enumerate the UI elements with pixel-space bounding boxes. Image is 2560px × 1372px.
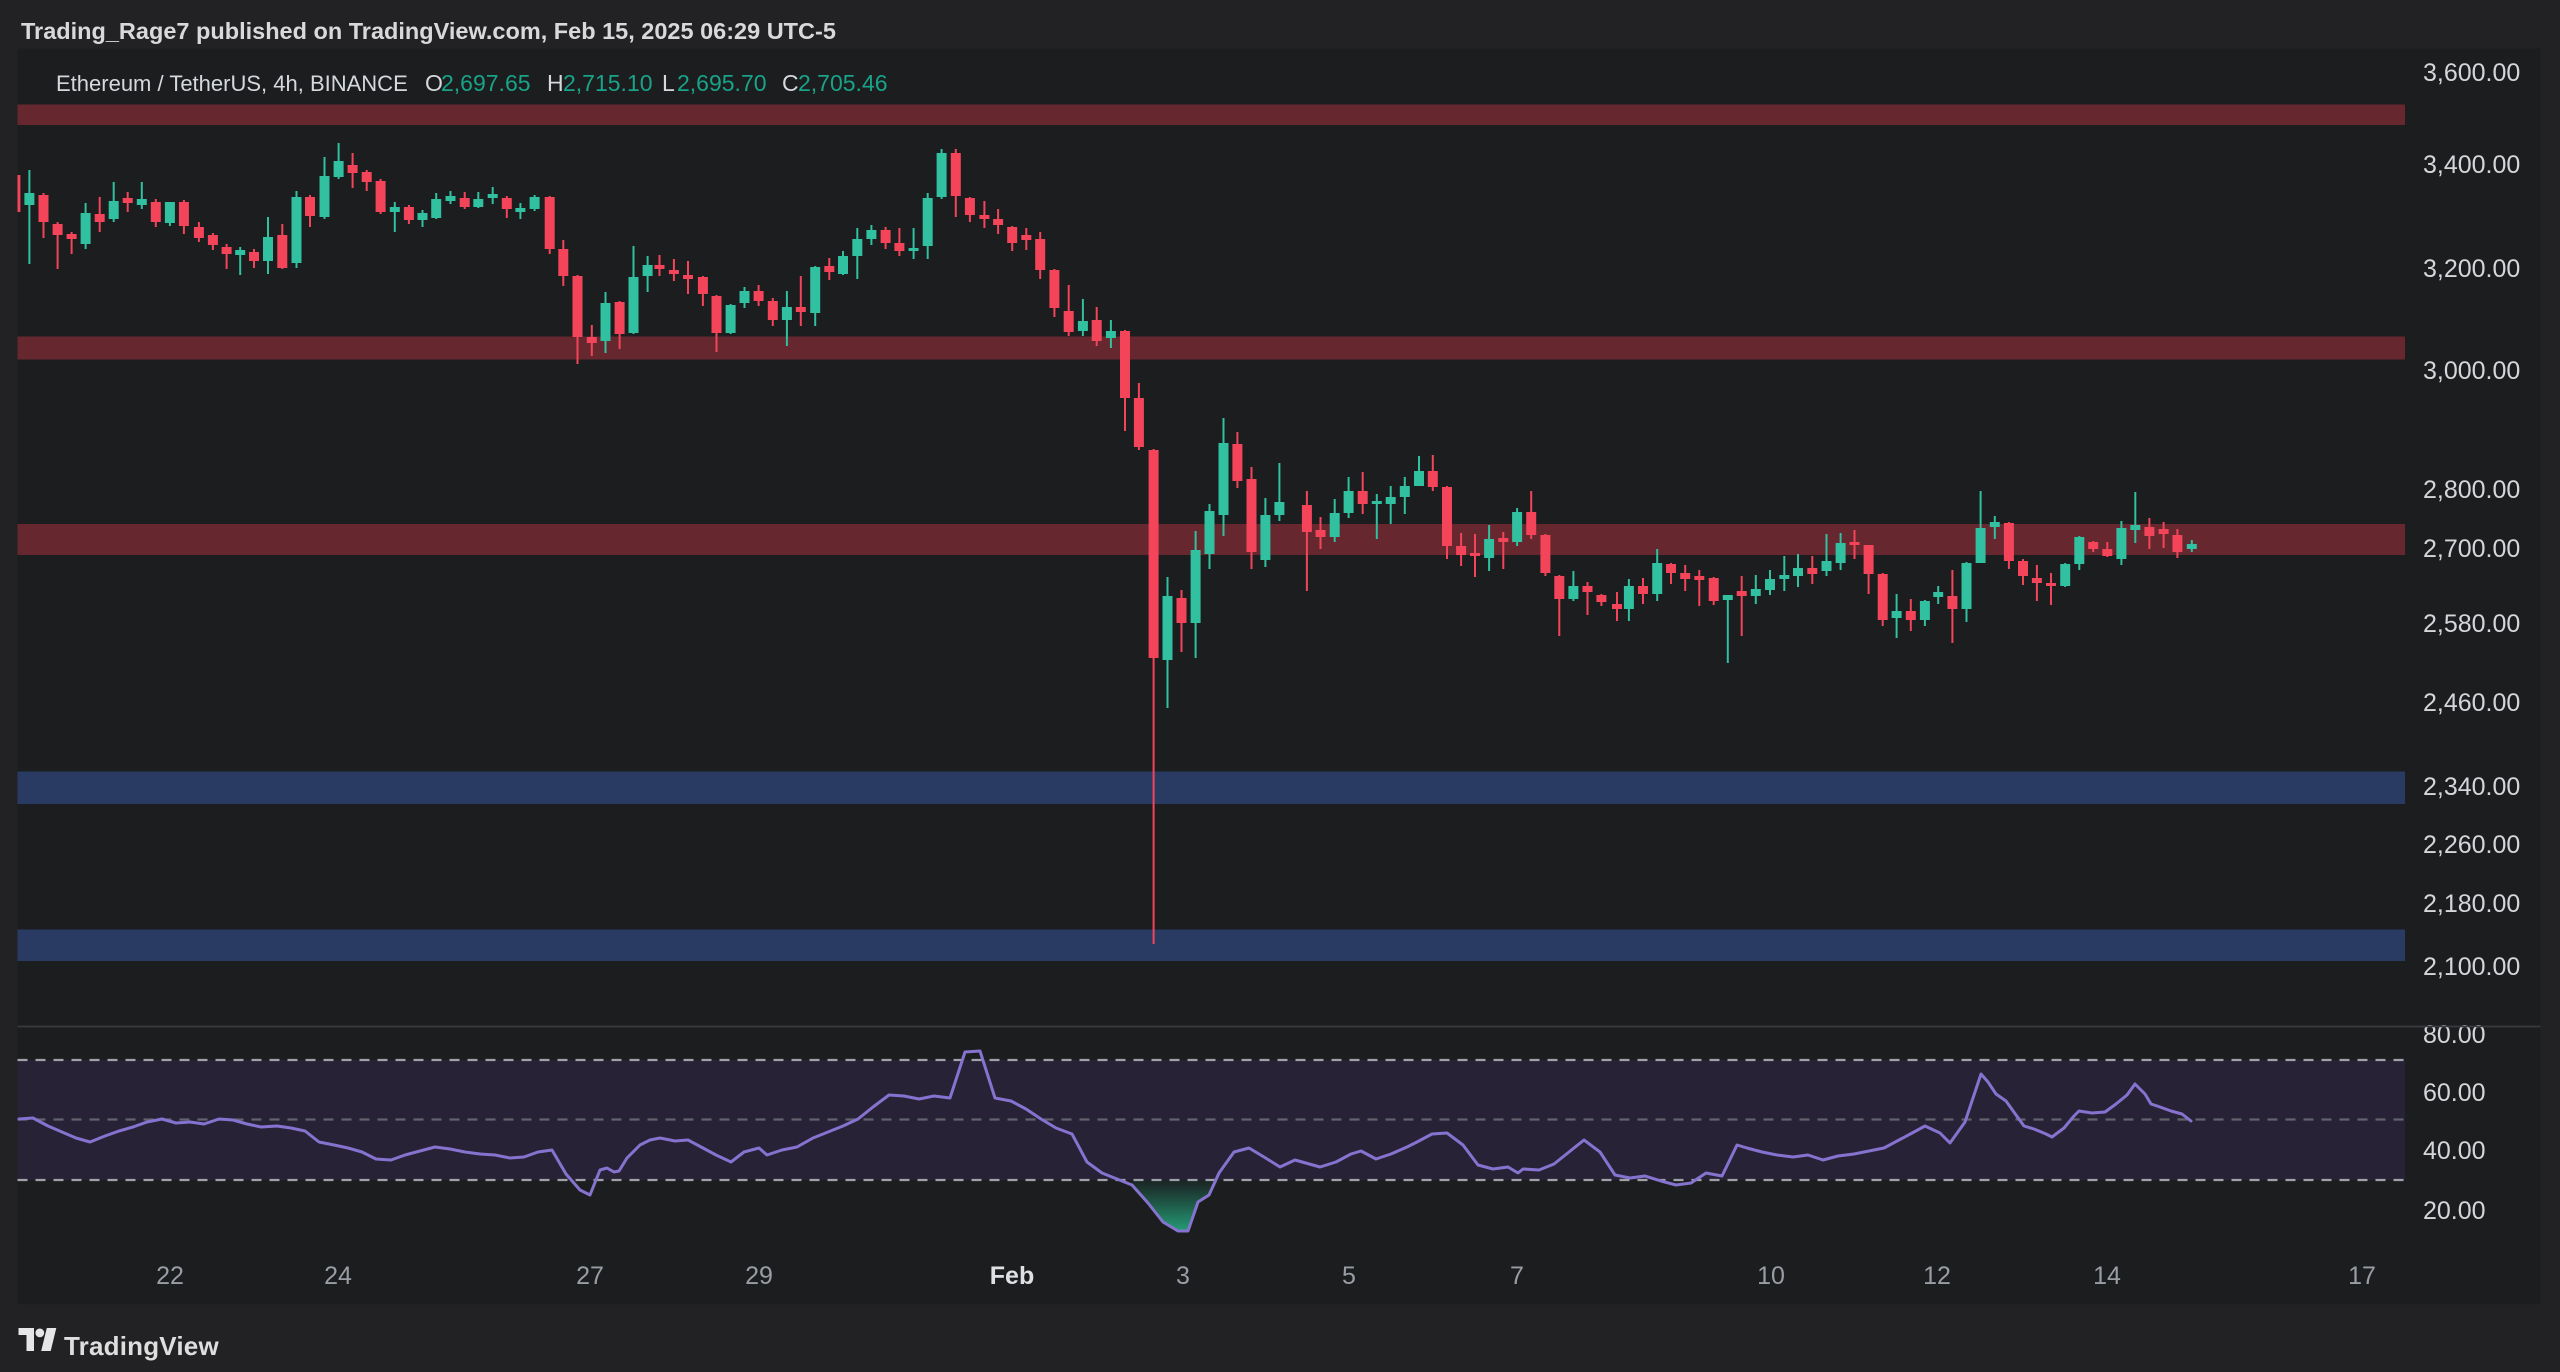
svg-text:5: 5	[1342, 1262, 1356, 1290]
svg-text:3,600.00: 3,600.00	[2423, 59, 2520, 87]
svg-text:Feb: Feb	[990, 1262, 1034, 1290]
svg-text:2,180.00: 2,180.00	[2423, 890, 2520, 918]
svg-text:20.00: 20.00	[2423, 1197, 2486, 1225]
svg-text:27: 27	[576, 1262, 604, 1290]
svg-text:29: 29	[745, 1262, 773, 1290]
svg-text:3,200.00: 3,200.00	[2423, 255, 2520, 283]
svg-text:2,260.00: 2,260.00	[2423, 831, 2520, 859]
svg-text:2,580.00: 2,580.00	[2423, 610, 2520, 638]
svg-text:2,700.00: 2,700.00	[2423, 535, 2520, 563]
svg-text:Ethereum / TetherUS, 4h, BINAN: Ethereum / TetherUS, 4h, BINANCE	[56, 71, 408, 96]
svg-text:Trading_Rage7 published on Tra: Trading_Rage7 published on TradingView.c…	[21, 18, 836, 44]
svg-text:2,715.10: 2,715.10	[563, 70, 653, 96]
svg-text:3,400.00: 3,400.00	[2423, 151, 2520, 179]
svg-text:22: 22	[156, 1262, 184, 1290]
svg-text:2,697.65: 2,697.65	[441, 70, 531, 96]
svg-text:60.00: 60.00	[2423, 1079, 2486, 1107]
svg-text:14: 14	[2093, 1262, 2121, 1290]
svg-text:40.00: 40.00	[2423, 1137, 2486, 1165]
svg-text:2,340.00: 2,340.00	[2423, 773, 2520, 801]
svg-text:L: L	[662, 70, 675, 96]
svg-text:2,460.00: 2,460.00	[2423, 689, 2520, 717]
svg-text:TradingView: TradingView	[64, 1331, 219, 1361]
svg-text:3,000.00: 3,000.00	[2423, 357, 2520, 385]
svg-text:3: 3	[1176, 1262, 1190, 1290]
svg-text:O: O	[425, 70, 443, 96]
svg-text:24: 24	[324, 1262, 352, 1290]
svg-text:10: 10	[1757, 1262, 1785, 1290]
svg-text:80.00: 80.00	[2423, 1021, 2486, 1049]
svg-text:17: 17	[2348, 1262, 2376, 1290]
svg-text:2,100.00: 2,100.00	[2423, 953, 2520, 981]
svg-text:12: 12	[1923, 1262, 1951, 1290]
svg-text:C: C	[782, 70, 799, 96]
svg-text:H: H	[547, 70, 564, 96]
svg-text:2,800.00: 2,800.00	[2423, 476, 2520, 504]
svg-text:2,705.46: 2,705.46	[798, 70, 888, 96]
svg-text:7: 7	[1510, 1262, 1524, 1290]
svg-text:2,695.70: 2,695.70	[677, 70, 767, 96]
